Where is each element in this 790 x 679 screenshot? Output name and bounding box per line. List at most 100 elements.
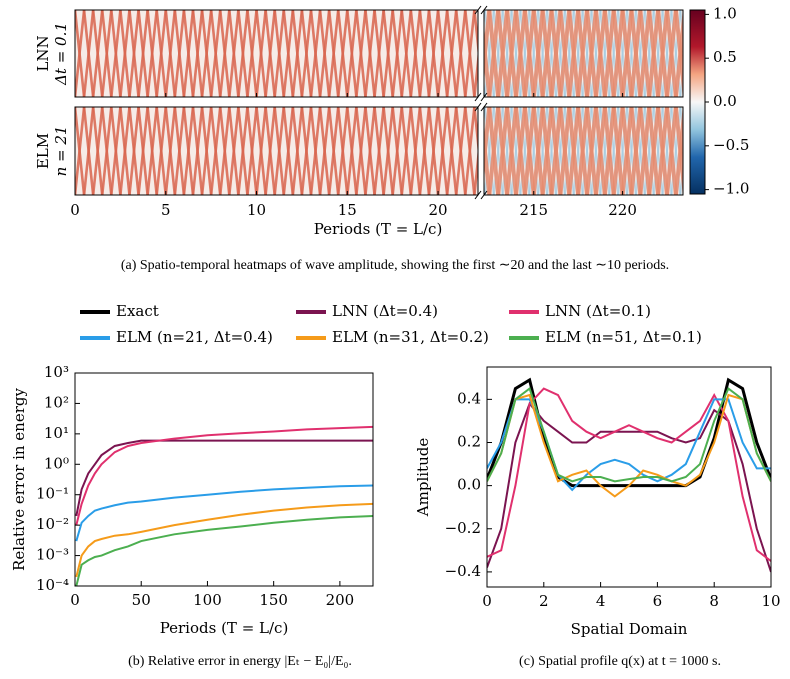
- wave-crest: [282, 10, 295, 97]
- wave-crest: [309, 107, 322, 195]
- wave-crest: [558, 107, 572, 195]
- wave-crest: [391, 10, 404, 97]
- wave-crest: [656, 107, 669, 195]
- series-line: [487, 398, 771, 492]
- wave-crest: [382, 107, 394, 195]
- wave-crest: [273, 10, 286, 97]
- row-label: ELM: [34, 133, 52, 169]
- wave-crest: [228, 10, 240, 97]
- wave-crest: [656, 10, 669, 97]
- wave-crest: [173, 107, 186, 195]
- wave-crest: [436, 107, 449, 195]
- series-line: [487, 393, 771, 498]
- wave-crest: [146, 107, 158, 195]
- wave-crest: [355, 10, 367, 97]
- row-sublabel: n = 21: [52, 126, 70, 177]
- break-mark: [474, 92, 482, 102]
- y-tick-label: 10⁻¹: [36, 485, 69, 503]
- legend-label: LNN (Δt=0.1): [545, 302, 651, 320]
- wave-crest: [300, 10, 313, 97]
- wave-crest: [436, 10, 449, 97]
- heatmap-pattern: [484, 10, 683, 97]
- wave-crest: [182, 10, 195, 97]
- wave-crest: [409, 10, 422, 97]
- y-tick-label: −0.2: [445, 519, 481, 537]
- wave-crest: [473, 49, 478, 97]
- wave-crest: [549, 10, 563, 97]
- wave-crest: [418, 10, 431, 97]
- x-tick-label: 10: [761, 592, 780, 610]
- y-tick-label: 10²: [44, 393, 69, 411]
- wave-crest: [513, 107, 527, 195]
- wave-crest: [522, 10, 536, 97]
- wave-crest: [620, 10, 634, 97]
- wave-crest: [128, 10, 140, 97]
- x-axis-label: Periods (T = L/c): [314, 220, 443, 238]
- panel-frame: [483, 106, 684, 196]
- wave-crest: [505, 10, 518, 97]
- wave-crest: [522, 107, 536, 195]
- colorbar-tick-label: 0.0: [713, 92, 737, 110]
- legend-label: ELM (n=51, Δt=0.1): [545, 328, 702, 346]
- wave-crest: [282, 107, 295, 195]
- y-axis-label: Amplitude: [414, 438, 432, 518]
- wave-crest: [382, 10, 394, 97]
- wave-crest: [346, 107, 358, 195]
- x-tick-label: 215: [519, 201, 548, 219]
- series-line: [75, 439, 373, 517]
- legend-label: LNN (Δt=0.4): [332, 302, 438, 320]
- wave-crest: [463, 10, 476, 97]
- wave-crest: [75, 107, 86, 195]
- wave-crest: [291, 107, 304, 195]
- wave-crest: [487, 10, 501, 97]
- wave-crest: [291, 10, 304, 97]
- wave-crest: [191, 107, 204, 195]
- y-tick-label: 10⁻³: [36, 546, 69, 564]
- wave-crest: [647, 10, 661, 97]
- series-line: [75, 484, 373, 542]
- wave-crest: [505, 107, 518, 195]
- wave-crest: [173, 10, 186, 97]
- wave-crest: [137, 10, 149, 97]
- legend-label: ELM (n=31, Δt=0.2): [332, 328, 489, 346]
- wave-crest: [110, 107, 122, 195]
- wave-crest: [327, 107, 340, 195]
- wave-crest: [445, 10, 458, 97]
- wave-crest: [246, 10, 258, 97]
- x-tick-label: 6: [653, 592, 663, 610]
- colorbar-tick-label: 1.0: [713, 4, 737, 22]
- wave-crest: [531, 107, 545, 195]
- wave-crest: [513, 10, 527, 97]
- wave-crest: [128, 107, 140, 195]
- y-tick-label: 0.2: [457, 432, 481, 450]
- break-mark: [474, 102, 482, 112]
- x-tick-label: 220: [608, 201, 637, 219]
- wave-crest: [318, 107, 331, 195]
- wave-crest: [264, 107, 276, 195]
- wave-crest: [237, 10, 249, 97]
- wave-crest: [473, 147, 478, 195]
- panel-frame: [74, 106, 479, 196]
- x-tick-label: 8: [709, 592, 719, 610]
- wave-crest: [309, 10, 322, 97]
- caption: (b) Relative error in energy |Eₜ − E₀|/E…: [128, 654, 352, 669]
- y-tick-label: −0.4: [445, 562, 481, 580]
- wave-crest: [427, 107, 440, 195]
- wave-crest: [487, 107, 501, 195]
- wave-crest: [629, 10, 643, 97]
- wave-crest: [540, 107, 554, 195]
- x-tick-label: 100: [193, 591, 222, 609]
- wave-crest: [155, 107, 168, 195]
- series-line: [75, 425, 373, 526]
- x-tick-label: 10: [247, 201, 266, 219]
- wave-crest: [400, 107, 413, 195]
- y-tick-label: 10³: [44, 363, 69, 381]
- x-tick-label: 0: [482, 592, 492, 610]
- wave-crest: [373, 107, 385, 195]
- panel-frame: [483, 9, 684, 98]
- wave-crest: [549, 107, 563, 195]
- wave-crest: [146, 10, 158, 97]
- x-tick-label: 150: [259, 591, 288, 609]
- wave-crest: [209, 107, 222, 195]
- wave-crest: [647, 107, 661, 195]
